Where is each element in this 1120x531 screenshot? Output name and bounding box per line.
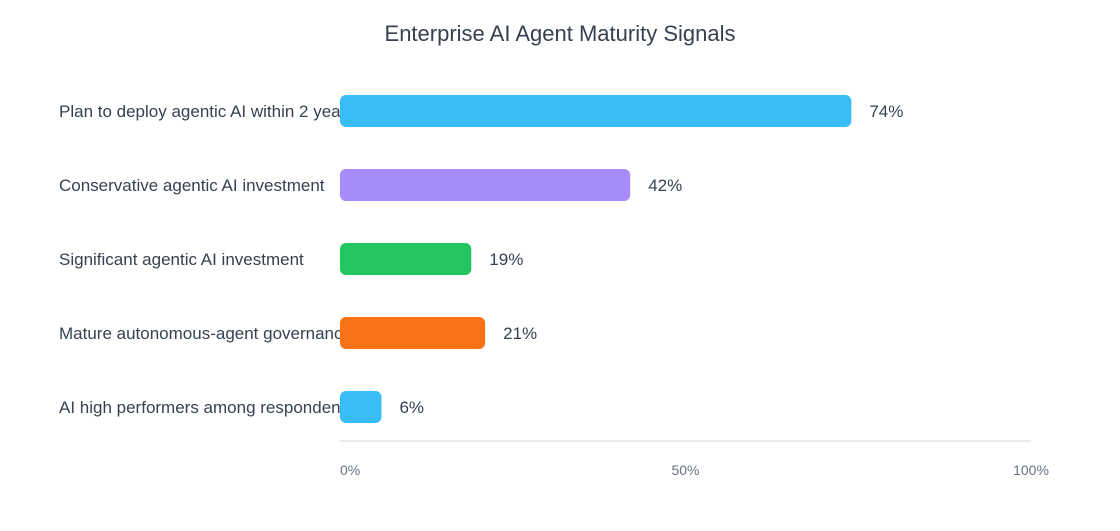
value-label: 21% [503,324,537,343]
bar [340,317,486,349]
bar [340,169,631,201]
category-label: Mature autonomous-agent governance [59,324,352,343]
category-label: AI high performers among respondents [59,398,354,417]
value-label: 19% [489,250,523,269]
value-label: 74% [869,102,903,121]
x-tick-label: 50% [671,462,699,478]
x-tick-labels: 0% 50% 100% [340,462,1049,478]
bar [340,95,852,127]
x-tick-label: 100% [1013,462,1049,478]
bar [340,243,472,275]
chart-title: Enterprise AI Agent Maturity Signals [385,21,736,46]
category-label: Conservative agentic AI investment [59,176,325,195]
value-labels: 74% 42% 19% 21% 6% [399,102,903,417]
bar [340,391,382,423]
x-tick-label: 0% [340,462,360,478]
category-label: Significant agentic AI investment [59,250,304,269]
bars [340,95,852,423]
category-labels: Plan to deploy agentic AI within 2 years… [59,102,355,417]
value-label: 42% [648,176,682,195]
value-label: 6% [399,398,424,417]
category-label: Plan to deploy agentic AI within 2 years [59,102,355,121]
